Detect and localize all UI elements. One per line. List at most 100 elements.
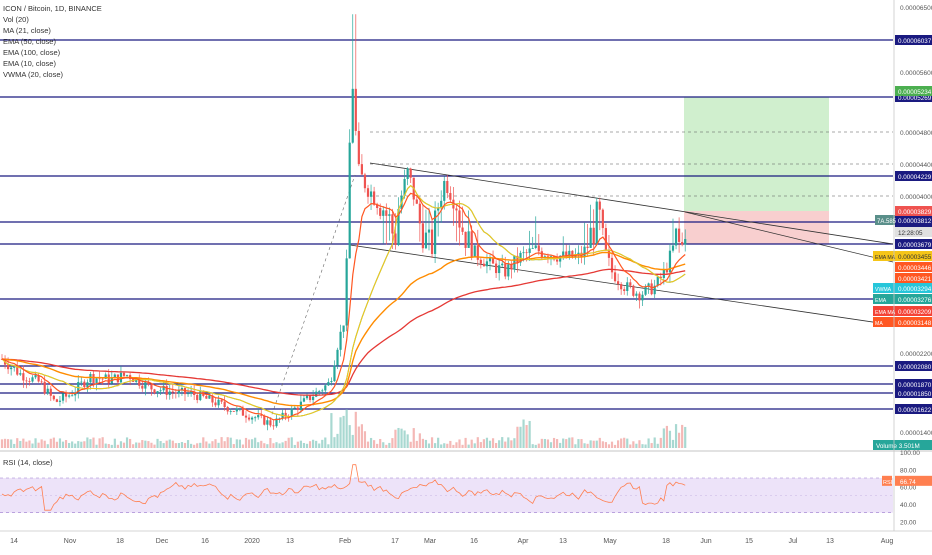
volume-bar-18 xyxy=(55,441,58,448)
volume-bar-31 xyxy=(95,444,98,448)
candle-body-19 xyxy=(58,400,62,402)
volume-bar-191 xyxy=(583,443,586,448)
x-tick-9: Mar xyxy=(424,538,437,545)
price-tick-2: 0.00004800 xyxy=(900,130,932,137)
candle-body-202 xyxy=(617,281,620,285)
candle-body-17 xyxy=(52,395,55,400)
volume-bar-151 xyxy=(461,444,464,448)
candle-body-184 xyxy=(562,251,565,256)
candle-body-220 xyxy=(671,245,675,251)
target-trendline xyxy=(684,211,894,263)
candle-body-33 xyxy=(101,378,104,380)
candle-body-64 xyxy=(196,394,199,401)
price-tag-bg-3 xyxy=(895,262,932,272)
candle-body-149 xyxy=(455,208,458,211)
volume-bar-51 xyxy=(156,438,159,448)
volume-bar-14 xyxy=(43,440,46,448)
volume-bar-99 xyxy=(302,443,306,448)
candle-body-85 xyxy=(260,414,263,416)
candle-body-59 xyxy=(180,387,184,390)
volume-bar-161 xyxy=(491,438,495,448)
level-tag-bg-0 xyxy=(895,35,932,45)
candle-body-56 xyxy=(171,391,174,393)
volume-bar-8 xyxy=(25,441,28,448)
candle-body-169 xyxy=(516,255,519,263)
position-target-zone xyxy=(684,97,829,211)
volume-bar-215 xyxy=(656,443,659,448)
candle-body-4 xyxy=(13,367,16,368)
volume-bar-222 xyxy=(678,432,681,448)
candle-body-27 xyxy=(83,381,86,388)
volume-bar-42 xyxy=(129,438,132,448)
volume-bar-1 xyxy=(3,438,7,448)
candle-body-63 xyxy=(193,391,196,395)
volume-bar-71 xyxy=(217,442,220,448)
volume-bar-184 xyxy=(562,438,565,448)
candle-body-5 xyxy=(16,367,19,375)
candle-body-34 xyxy=(104,374,107,379)
volume-bar-162 xyxy=(495,442,498,448)
volume-bar-181 xyxy=(552,437,556,448)
candle-body-138 xyxy=(421,223,424,249)
volume-bar-75 xyxy=(229,437,232,448)
candle-body-3 xyxy=(10,367,13,370)
volume-bar-219 xyxy=(668,430,672,448)
indicator-vwma: VWMA (20, close) xyxy=(3,70,64,79)
price-tag-0: 0.00005234 xyxy=(898,89,932,96)
volume-bar-217 xyxy=(662,428,665,448)
candle-body-102 xyxy=(312,396,315,401)
price-tag-bg-7 xyxy=(895,306,932,316)
candle-body-9 xyxy=(28,380,31,382)
volume-bar-77 xyxy=(235,439,238,448)
price-tag-bg-5 xyxy=(895,283,932,293)
candle-body-196 xyxy=(598,201,601,210)
volume-bar-92 xyxy=(281,442,284,448)
candle-body-23 xyxy=(71,395,74,397)
volume-bar-193 xyxy=(589,440,592,448)
candle-body-139 xyxy=(424,232,428,249)
volume-bar-136 xyxy=(415,440,418,448)
volume-bar-129 xyxy=(394,429,397,448)
candle-body-150 xyxy=(458,210,461,228)
volume-bar-96 xyxy=(293,444,296,448)
volume-bar-78 xyxy=(238,439,241,448)
position-stop-zone xyxy=(684,211,829,244)
volume-bar-12 xyxy=(37,442,40,448)
price-tick-5: 0.00002200 xyxy=(900,351,932,358)
volume-bar-107 xyxy=(327,444,330,448)
candle-body-171 xyxy=(522,252,525,254)
volume-bar-159 xyxy=(485,437,489,448)
candle-body-6 xyxy=(19,373,22,375)
volume-tag-bg xyxy=(873,440,932,450)
volume-bar-201 xyxy=(613,444,617,448)
volume-bar-167 xyxy=(510,440,513,448)
level-tag-4: 0.00003679 xyxy=(898,242,932,249)
candle-body-134 xyxy=(409,168,412,178)
volume-bar-145 xyxy=(443,443,446,448)
volume-bar-27 xyxy=(83,441,86,448)
candle-body-113 xyxy=(345,258,348,326)
price-tag-prefix-7: EMA MA xyxy=(875,310,896,316)
volume-bar-2 xyxy=(7,439,10,448)
volume-bar-157 xyxy=(479,442,482,448)
candle-body-147 xyxy=(449,193,452,200)
candle-body-208 xyxy=(635,293,638,296)
candle-body-93 xyxy=(284,412,287,417)
candle-body-219 xyxy=(668,250,672,273)
volume-bar-179 xyxy=(546,439,550,448)
volume-bar-6 xyxy=(19,440,22,448)
volume-bar-133 xyxy=(406,434,409,448)
volume-bar-81 xyxy=(247,439,251,448)
volume-bar-101 xyxy=(308,441,312,448)
candle-body-209 xyxy=(638,293,641,301)
volume-bar-16 xyxy=(49,438,52,448)
rsi-tick-3: 40.00 xyxy=(900,502,917,509)
volume-bar-66 xyxy=(202,437,205,448)
candle-body-207 xyxy=(632,285,635,296)
volume-bar-55 xyxy=(168,439,171,448)
volume-bar-200 xyxy=(610,441,614,448)
candle-body-213 xyxy=(650,283,653,295)
candle-body-8 xyxy=(25,380,28,382)
candle-body-13 xyxy=(40,381,43,383)
